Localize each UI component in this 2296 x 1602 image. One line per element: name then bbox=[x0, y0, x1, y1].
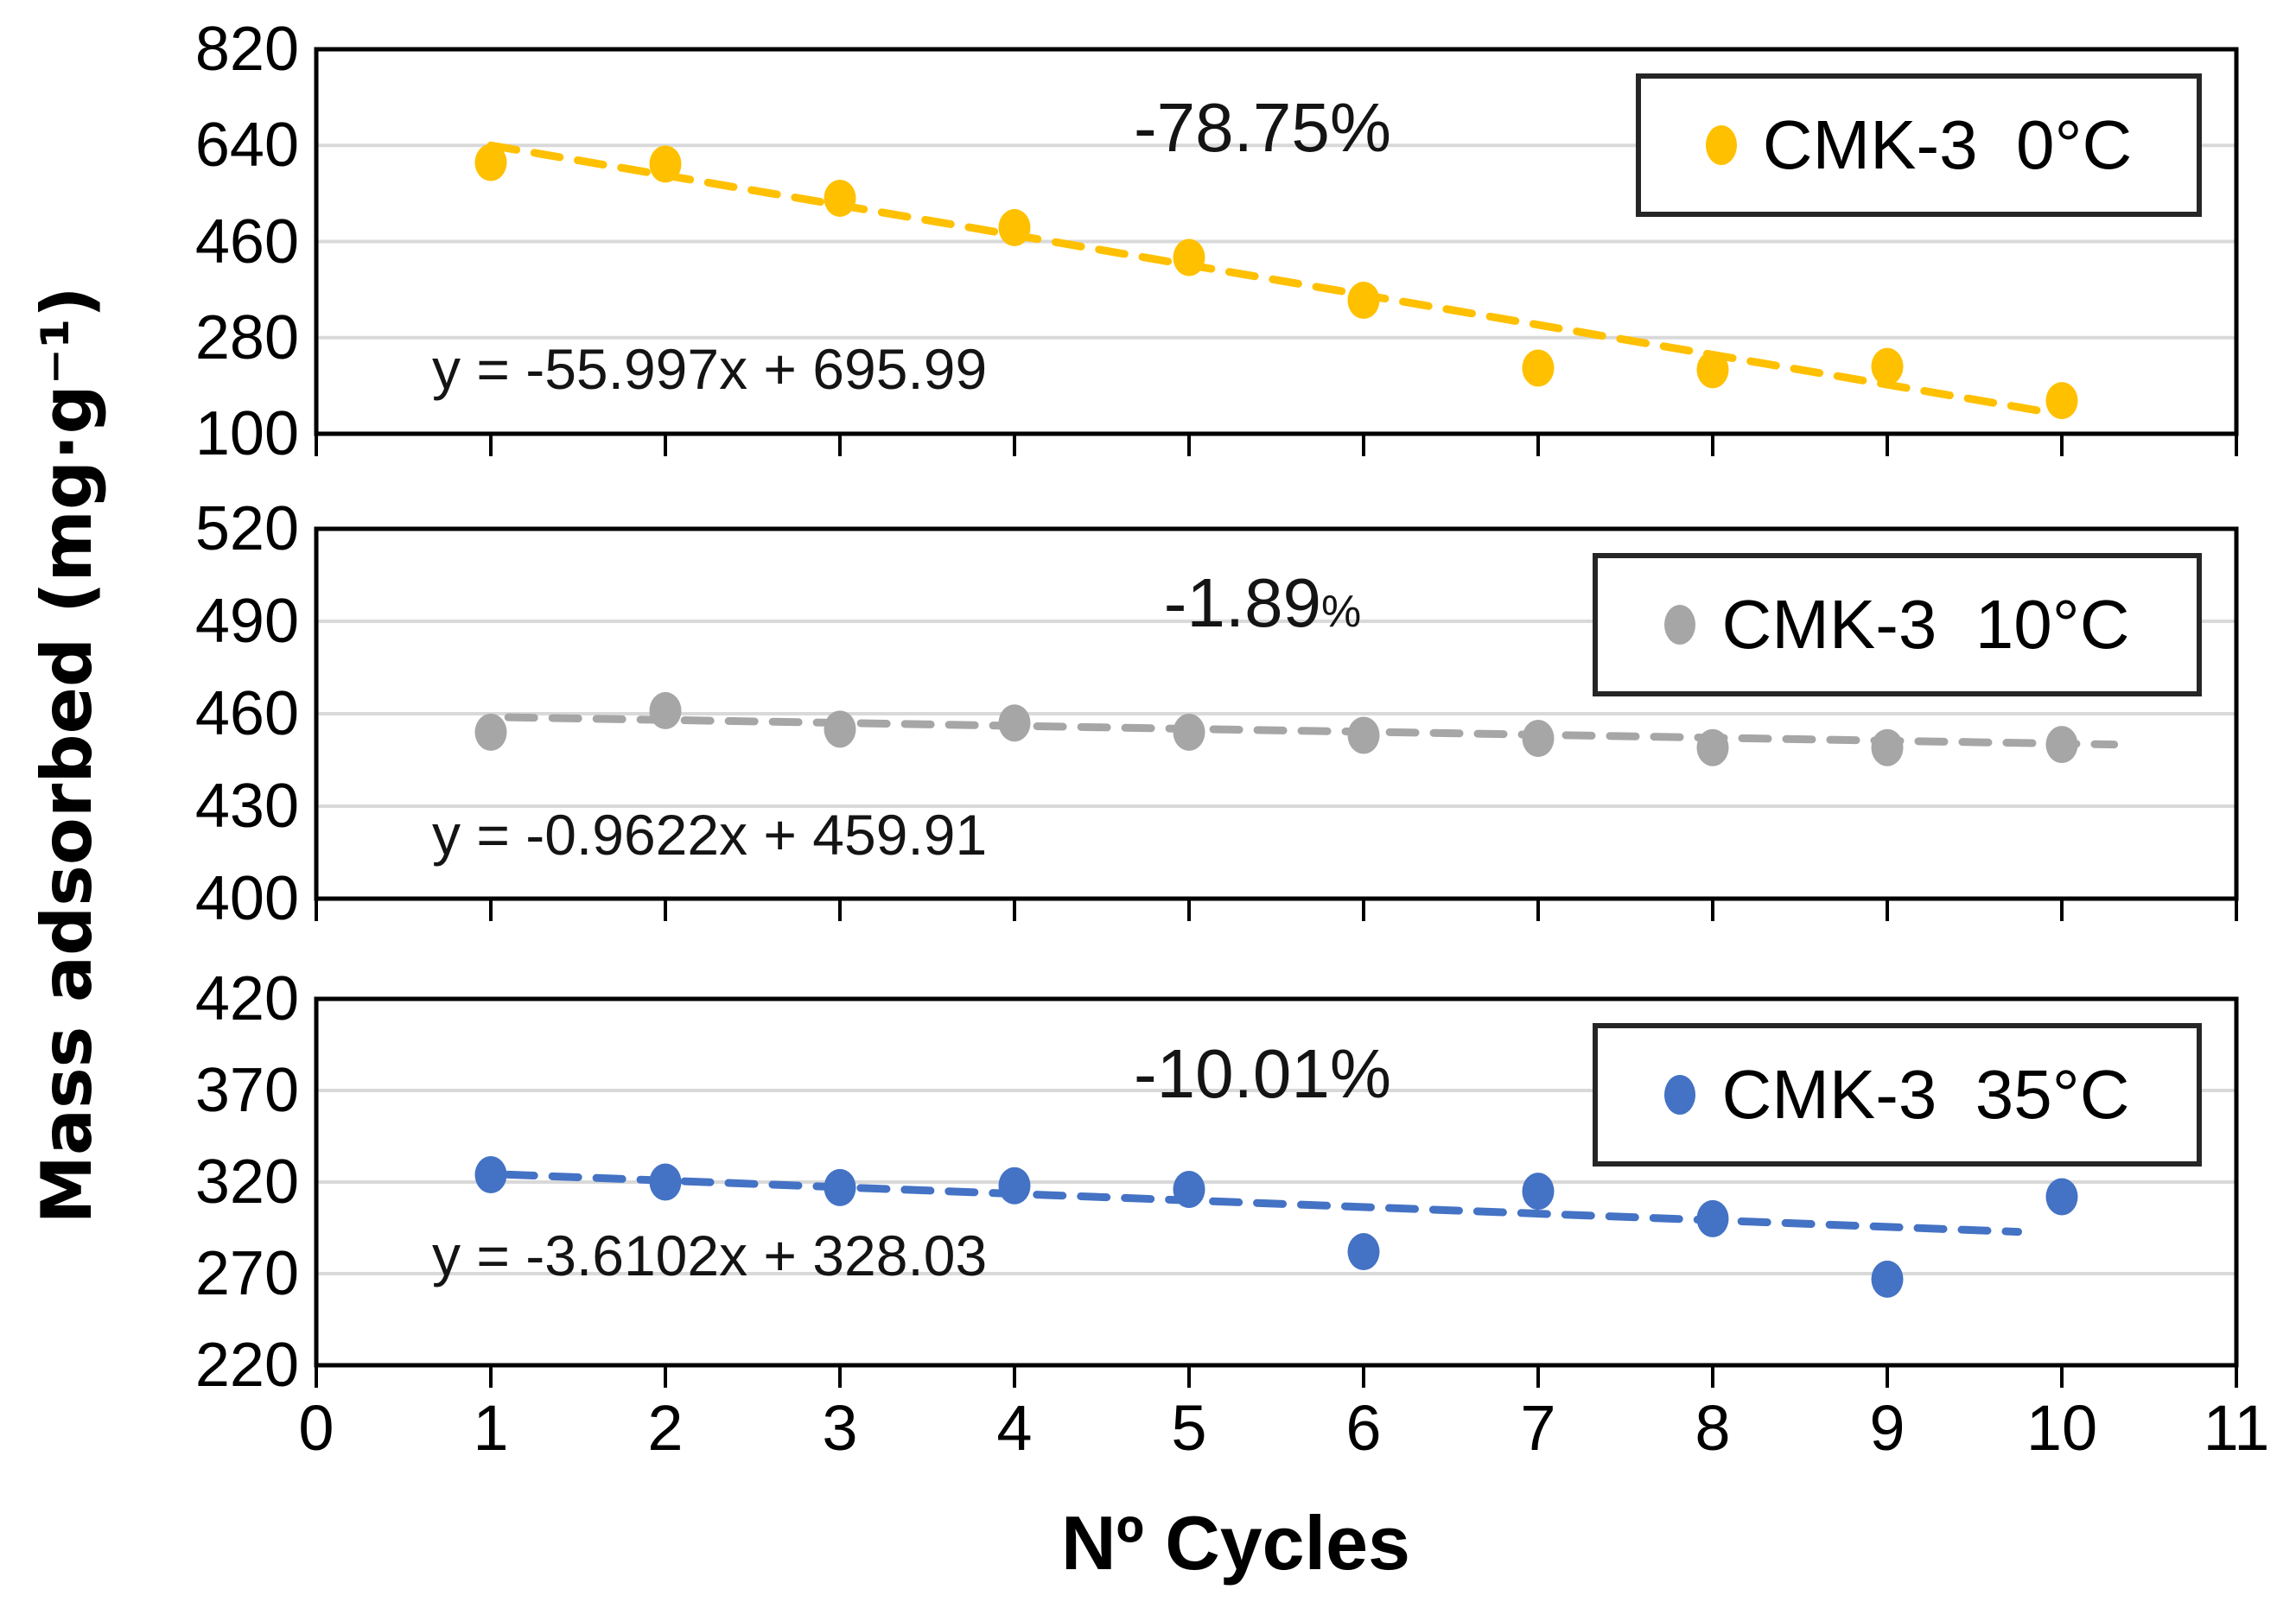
x-axis-title: Nº Cycles bbox=[1061, 1500, 1410, 1586]
legend: CMK-3 10°C bbox=[1593, 553, 2202, 696]
x-tick-label: 6 bbox=[1345, 1392, 1382, 1464]
legend-label: CMK-3 0°C bbox=[1762, 106, 2133, 183]
trendline-equation: y = -0.9622x + 459.91 bbox=[432, 803, 988, 867]
data-point bbox=[1522, 1173, 1555, 1211]
data-point bbox=[2045, 1178, 2078, 1216]
y-tick-label: 320 bbox=[194, 1147, 299, 1217]
x-tick-label: 2 bbox=[647, 1392, 684, 1464]
legend: CMK-3 0°C bbox=[1636, 73, 2202, 217]
legend-marker-icon bbox=[1664, 1075, 1696, 1115]
legend-marker-icon bbox=[1664, 605, 1696, 645]
panel-frame bbox=[314, 47, 2239, 436]
y-tick-label: 270 bbox=[194, 1239, 299, 1308]
trendline-equation: y = -3.6102x + 328.03 bbox=[432, 1224, 988, 1287]
data-point bbox=[824, 179, 856, 217]
y-tick-label: 430 bbox=[194, 772, 299, 841]
x-tick-label: 0 bbox=[298, 1392, 334, 1464]
y-tick-label: 100 bbox=[194, 399, 299, 468]
percent-sign: % bbox=[1321, 587, 1362, 637]
y-tick-label: 460 bbox=[194, 679, 299, 748]
y-tick-label: 280 bbox=[194, 303, 299, 372]
x-tick-label: 9 bbox=[1869, 1392, 1905, 1464]
panel-frame bbox=[314, 996, 2239, 1368]
y-tick-label: 460 bbox=[194, 207, 299, 277]
legend-label: CMK-3 35°C bbox=[1721, 1056, 2130, 1133]
y-tick-label: 820 bbox=[194, 15, 299, 84]
x-tick-label: 10 bbox=[2026, 1392, 2098, 1464]
x-tick-label: 11 bbox=[2203, 1392, 2270, 1464]
x-tick-label: 3 bbox=[822, 1392, 858, 1464]
y-tick-label: 400 bbox=[194, 864, 299, 933]
trendline bbox=[487, 141, 2049, 416]
data-point bbox=[1871, 347, 1904, 385]
data-point bbox=[998, 1167, 1031, 1205]
data-point bbox=[2045, 382, 2078, 420]
data-point bbox=[1347, 281, 1380, 319]
y-tick-label: 220 bbox=[194, 1331, 299, 1400]
panel-frame bbox=[314, 526, 2239, 901]
data-point bbox=[474, 143, 507, 181]
y-tick-label: 520 bbox=[194, 494, 299, 563]
data-point bbox=[474, 1156, 507, 1194]
x-tick-label: 5 bbox=[1171, 1392, 1207, 1464]
data-point bbox=[1871, 1260, 1904, 1298]
y-tick-label: 370 bbox=[194, 1056, 299, 1125]
percent-change-value: -78.75 bbox=[1134, 89, 1330, 166]
x-tick-label: 8 bbox=[1695, 1392, 1731, 1464]
percent-change-value: -10.01 bbox=[1134, 1035, 1330, 1112]
data-point bbox=[824, 710, 856, 748]
data-point bbox=[474, 713, 507, 751]
data-point bbox=[1522, 349, 1555, 387]
y-tick-label: 420 bbox=[194, 964, 299, 1033]
data-point bbox=[1347, 1233, 1380, 1271]
legend-label: CMK-3 10°C bbox=[1721, 586, 2130, 663]
x-tick-label: 7 bbox=[1520, 1392, 1556, 1464]
data-point bbox=[1871, 728, 1904, 766]
percent-sign: % bbox=[1329, 1035, 1391, 1112]
x-tick-label: 4 bbox=[996, 1392, 1033, 1464]
percent-change-annotation: -78.75% bbox=[977, 80, 1548, 175]
percent-change-annotation: -10.01% bbox=[977, 1027, 1548, 1122]
legend: CMK-3 35°C bbox=[1593, 1023, 2202, 1167]
trendline bbox=[504, 713, 2119, 749]
percent-change-value: -1.89 bbox=[1163, 564, 1322, 641]
y-tick-label: 490 bbox=[194, 587, 299, 656]
x-tick-label: 1 bbox=[473, 1392, 509, 1464]
percent-sign: % bbox=[1329, 89, 1391, 166]
legend-marker-icon bbox=[1705, 125, 1737, 165]
trendline-equation: y = -55.997x + 695.99 bbox=[432, 337, 988, 401]
trendline bbox=[504, 1170, 2022, 1236]
y-tick-label: 640 bbox=[194, 111, 299, 180]
data-point bbox=[1696, 351, 1729, 389]
percent-change-annotation: -1.89% bbox=[977, 556, 1548, 659]
